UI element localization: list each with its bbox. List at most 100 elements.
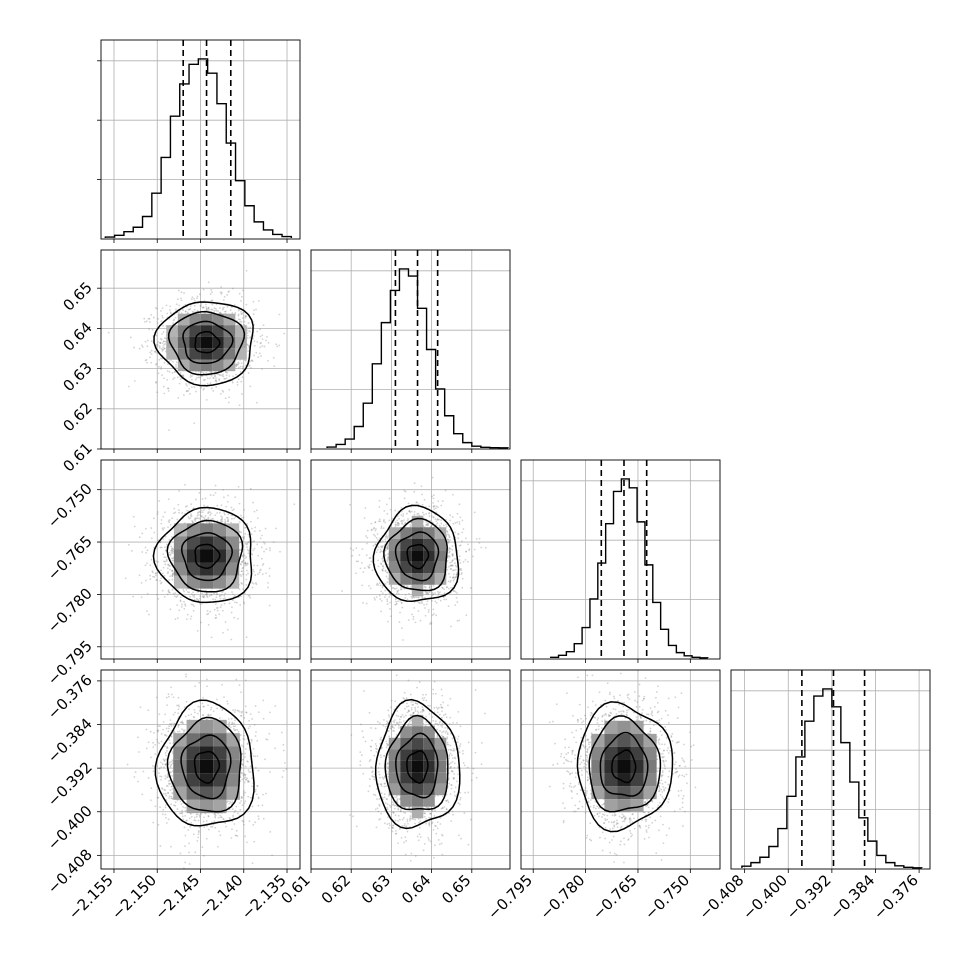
sample-point (171, 360, 174, 363)
sample-point (240, 295, 243, 298)
sample-point (252, 334, 255, 337)
sample-point (209, 293, 212, 295)
sample-point (219, 606, 222, 609)
sample-point (386, 537, 389, 540)
sample-point (161, 342, 164, 345)
sample-point (250, 527, 253, 530)
sample-point (433, 508, 436, 511)
sample-point (214, 614, 217, 617)
sample-point (175, 363, 177, 366)
sample-point (448, 547, 451, 550)
sample-point (169, 309, 171, 311)
sample-point (400, 520, 402, 523)
sample-point (245, 564, 248, 567)
sample-point (207, 308, 210, 310)
sample-point (364, 507, 367, 509)
sample-point (189, 374, 192, 376)
sample-point (374, 543, 377, 546)
sample-point (161, 307, 164, 310)
sample-point (238, 502, 241, 505)
sample-point (159, 337, 162, 340)
sample-point (365, 602, 368, 605)
sample-point (214, 492, 217, 494)
sample-point (159, 342, 162, 344)
sample-point (276, 345, 279, 348)
sample-point (167, 498, 170, 501)
sample-point (426, 524, 429, 527)
sample-point (278, 344, 281, 347)
sample-point (391, 517, 394, 520)
sample-point (259, 569, 261, 572)
density-cell (189, 348, 201, 360)
sample-point (205, 593, 208, 596)
sample-point (244, 561, 247, 564)
sample-point (165, 560, 168, 562)
sample-point (427, 524, 430, 527)
sample-point (172, 557, 174, 560)
sample-point (378, 499, 381, 502)
sample-point (378, 506, 381, 508)
sample-point (178, 509, 180, 511)
sample-point (455, 576, 458, 578)
sample-point (235, 365, 238, 368)
sample-point (154, 572, 157, 575)
sample-point (163, 595, 166, 598)
sample-point (181, 603, 183, 606)
sample-point (171, 588, 174, 591)
sample-point (155, 362, 158, 365)
sample-point (156, 578, 158, 581)
density-cell (212, 313, 224, 326)
sample-point (241, 365, 244, 368)
sample-point (458, 523, 461, 525)
sample-point (189, 305, 192, 308)
sample-point (448, 572, 450, 575)
sample-point (171, 569, 174, 572)
sample-point (432, 594, 434, 596)
sample-point (432, 515, 435, 518)
sample-point (150, 558, 153, 561)
sample-point (162, 538, 165, 540)
sample-point (158, 346, 161, 349)
sample-point (265, 548, 268, 551)
sample-point (160, 338, 163, 341)
sample-point (232, 508, 235, 511)
sample-point (454, 531, 457, 534)
sample-point (230, 611, 233, 614)
sample-point (205, 592, 208, 595)
sample-point (156, 391, 159, 394)
density-cell (189, 359, 201, 372)
sample-point (449, 547, 452, 550)
sample-point (202, 596, 205, 599)
sample-point (211, 387, 213, 390)
sample-point (225, 377, 228, 380)
sample-point (224, 310, 227, 313)
sample-point (242, 559, 245, 562)
sample-point (150, 537, 153, 540)
sample-point (261, 573, 264, 576)
sample-point (396, 590, 399, 592)
sample-point (210, 593, 213, 596)
sample-point (247, 372, 250, 374)
sample-point (178, 511, 180, 514)
sample-point (467, 543, 469, 546)
contour-line (182, 320, 234, 365)
sample-point (261, 368, 263, 370)
sample-point (204, 378, 206, 381)
sample-point (430, 585, 433, 588)
sample-point (367, 565, 370, 568)
density-cell (177, 325, 190, 337)
sample-point (132, 515, 135, 518)
sample-point (171, 573, 174, 576)
sample-point (237, 361, 240, 364)
sample-point (386, 556, 389, 559)
y-tick-label: −0.765 (44, 532, 96, 584)
sample-point (427, 608, 430, 611)
sample-point (178, 311, 180, 314)
sample-point (240, 380, 243, 383)
sample-point (205, 372, 208, 374)
sample-point (141, 532, 144, 535)
sample-point (246, 522, 249, 525)
sample-point (224, 597, 226, 600)
y-tick-label: 0.62 (59, 399, 95, 435)
